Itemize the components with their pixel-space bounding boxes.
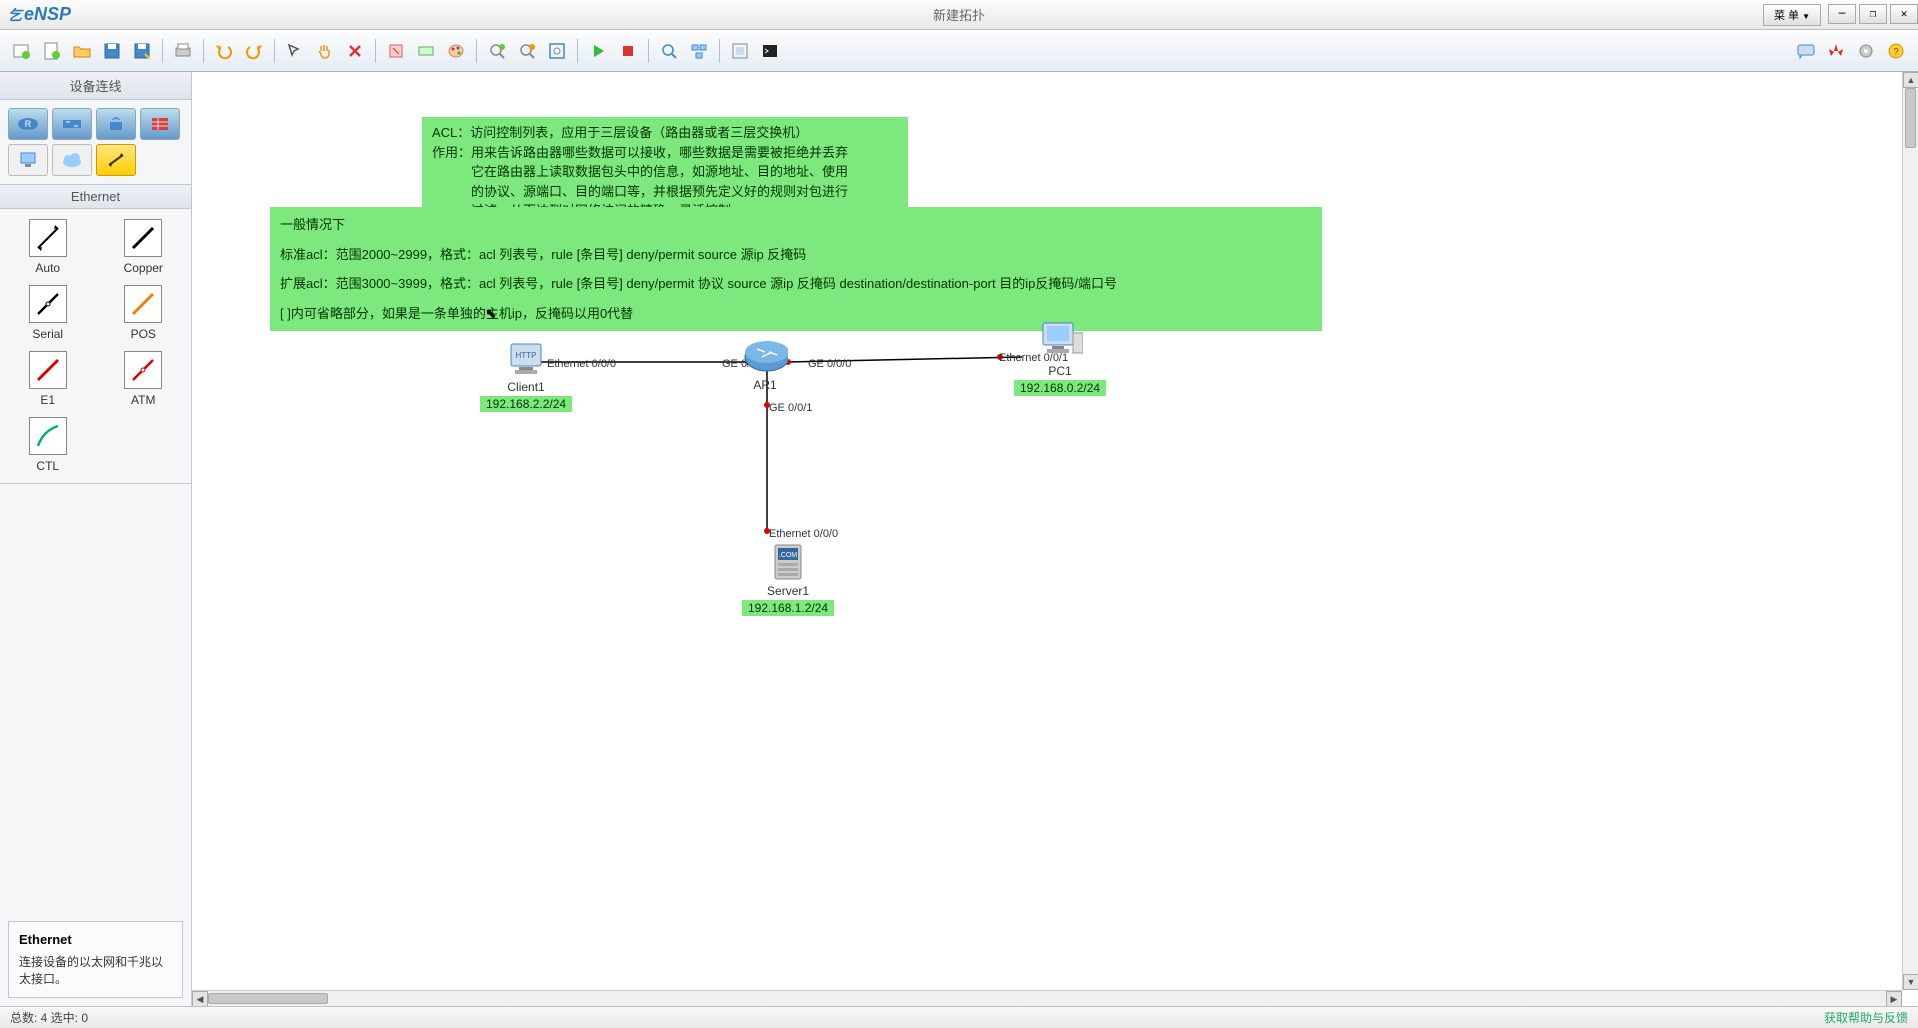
connections-category[interactable]: [96, 144, 136, 176]
maximize-button[interactable]: ❐: [1859, 4, 1887, 24]
undo-button[interactable]: [210, 37, 238, 65]
info-description: 连接设备的以太网和千兆以太接口。: [19, 953, 172, 987]
conn-atm[interactable]: ATM: [106, 351, 182, 407]
cloud-category[interactable]: [52, 144, 92, 176]
pan-tool[interactable]: [311, 37, 339, 65]
huawei-icon[interactable]: [1822, 37, 1850, 65]
zoomfit-button[interactable]: [543, 37, 571, 65]
interface-list-button[interactable]: [685, 37, 713, 65]
ip-label-server1: 192.168.1.2/24: [742, 600, 834, 616]
redo-button[interactable]: [240, 37, 268, 65]
select-tool[interactable]: [281, 37, 309, 65]
horizontal-scrollbar[interactable]: ◀ ▶: [192, 990, 1902, 1006]
capture-button[interactable]: [655, 37, 683, 65]
device-panel-header: 设备连线: [0, 72, 191, 100]
node-client1[interactable]: HTTP Client1 192.168.2.2/24: [480, 340, 572, 412]
window-controls: 菜 单 ▼ ─ ❐ ✕: [1763, 4, 1918, 26]
node-ar1[interactable]: AR1: [742, 338, 788, 392]
titlebar: 乞eNSP 新建拓扑 菜 单 ▼ ─ ❐ ✕: [0, 0, 1918, 30]
vertical-scrollbar[interactable]: ▲ ▼: [1902, 72, 1918, 990]
node-server1[interactable]: .COM Server1 192.168.1.2/24: [742, 544, 834, 616]
message-button[interactable]: [1792, 37, 1820, 65]
close-button[interactable]: ✕: [1890, 4, 1918, 24]
info-title: Ethernet: [19, 932, 172, 947]
port-label-server-eth: Ethernet 0/0/0: [769, 528, 838, 540]
svg-text:?: ?: [1893, 47, 1899, 58]
status-count: 总数: 4 选中: 0: [10, 1009, 88, 1026]
note-general[interactable]: 一般情况下 标准acl：范围2000~2999，格式：acl 列表号，rule …: [270, 207, 1322, 331]
sidebar: 设备连线 R Ethernet Auto Copper Serial POS E…: [0, 72, 192, 1006]
saveas-button[interactable]: [128, 37, 156, 65]
ip-label-pc1: 192.168.0.2/24: [1014, 380, 1106, 396]
save-button[interactable]: [98, 37, 126, 65]
topology-canvas[interactable]: ACL：访问控制列表，应用于三层设备（路由器或者三层交换机） 作用：用来告诉路由…: [192, 72, 1918, 1006]
conn-auto[interactable]: Auto: [10, 219, 86, 275]
ip-label-client1: 192.168.2.2/24: [480, 396, 572, 412]
conn-copper[interactable]: Copper: [106, 219, 182, 275]
svg-text:R: R: [25, 119, 32, 129]
toolbar: ?: [0, 30, 1918, 72]
help-feedback-link[interactable]: 获取帮助与反馈: [1824, 1009, 1908, 1026]
print-button[interactable]: [169, 37, 197, 65]
port-label-ar1-ge0: GE 0/0/0: [808, 358, 851, 370]
delete-tool[interactable]: [341, 37, 369, 65]
info-panel: Ethernet 连接设备的以太网和千兆以太接口。: [8, 921, 183, 998]
menu-button[interactable]: 菜 单 ▼: [1763, 4, 1821, 26]
new-topo-button[interactable]: [8, 37, 36, 65]
svg-text:HTTP: HTTP: [516, 351, 537, 360]
device-category-row: R: [0, 100, 191, 185]
window-title: 新建拓扑: [933, 5, 985, 24]
wlan-category[interactable]: [96, 108, 136, 140]
broom-tool[interactable]: [382, 37, 410, 65]
note-general-header: 一般情况下: [280, 215, 1312, 235]
conn-pos[interactable]: POS: [106, 285, 182, 341]
palette-tool[interactable]: [442, 37, 470, 65]
connection-types-grid: Auto Copper Serial POS E1 ATM CTL: [0, 209, 191, 484]
routers-category[interactable]: R: [8, 108, 48, 140]
conn-ctl[interactable]: CTL: [10, 417, 86, 473]
conn-serial[interactable]: Serial: [10, 285, 86, 341]
stop-button[interactable]: [614, 37, 642, 65]
cli-button[interactable]: [756, 37, 784, 65]
statusbar: 总数: 4 选中: 0 获取帮助与反馈: [0, 1006, 1918, 1028]
show-all-button[interactable]: [726, 37, 754, 65]
new-button[interactable]: [38, 37, 66, 65]
note-standard-acl: 标准acl：范围2000~2999，格式：acl 列表号，rule [条目号] …: [280, 245, 1312, 265]
note-tip: [ ]内可省略部分，如果是一条单独的主机ip，反掩码以用0代替: [280, 304, 1312, 324]
help-button[interactable]: ?: [1882, 37, 1910, 65]
settings-button[interactable]: [1852, 37, 1880, 65]
conn-e1[interactable]: E1: [10, 351, 86, 407]
connection-panel-header: Ethernet: [0, 185, 191, 209]
app-logo: 乞eNSP: [0, 4, 79, 25]
zoomin-button[interactable]: [483, 37, 511, 65]
start-button[interactable]: [584, 37, 612, 65]
firewall-category[interactable]: [140, 108, 180, 140]
text-tool[interactable]: [412, 37, 440, 65]
open-button[interactable]: [68, 37, 96, 65]
node-pc1[interactable]: PC1 192.168.0.2/24: [1014, 324, 1106, 396]
enddevice-category[interactable]: [8, 144, 48, 176]
zoomout-button[interactable]: [513, 37, 541, 65]
svg-text:.COM: .COM: [779, 552, 797, 559]
switches-category[interactable]: [52, 108, 92, 140]
minimize-button[interactable]: ─: [1828, 4, 1856, 24]
port-label-ar1-ge1: GE 0/0/1: [769, 402, 812, 414]
note-extended-acl: 扩展acl：范围3000~3999，格式：acl 列表号，rule [条目号] …: [280, 274, 1312, 294]
